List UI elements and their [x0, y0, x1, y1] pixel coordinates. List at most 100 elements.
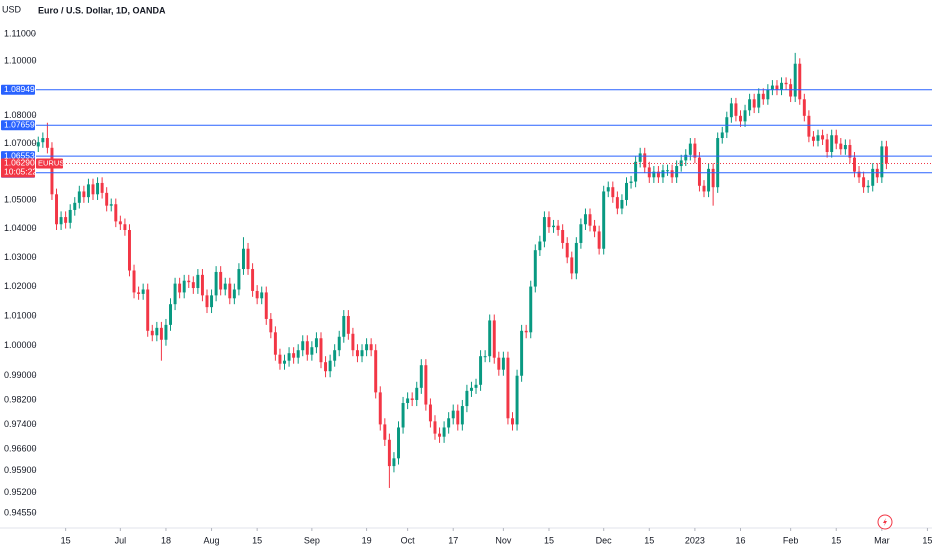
candle-body [688, 143, 692, 155]
plot [0, 52, 932, 529]
candle-body [748, 99, 752, 111]
candle-body [798, 63, 802, 100]
candle-body [588, 214, 592, 226]
x-tick-label: 15 [831, 535, 841, 545]
candle-body [283, 360, 286, 364]
candle-body [561, 229, 565, 243]
candle-body [848, 145, 852, 158]
candle-body [629, 181, 633, 183]
currency-label: USD [2, 4, 22, 14]
level-label: 1.07659 [4, 120, 35, 130]
candle-body [45, 138, 49, 148]
candle-body [200, 274, 204, 296]
y-tick-label: 1.00000 [4, 340, 37, 350]
candle-body [260, 292, 264, 299]
y-tick-label: 1.05000 [4, 194, 37, 204]
candle-body [301, 341, 305, 351]
candle-body [127, 229, 131, 271]
candle-body [807, 115, 811, 137]
candle-body [401, 403, 405, 428]
candle-body [707, 168, 711, 192]
candle-body [652, 171, 656, 178]
x-tick-label: Aug [204, 535, 220, 545]
candle-body [492, 320, 496, 358]
candle-body [784, 82, 788, 85]
alert-icon[interactable] [877, 514, 893, 530]
candle-body [866, 185, 870, 188]
y-tick-label: 1.01000 [4, 310, 37, 320]
candle-body [150, 330, 154, 336]
candle-body [802, 99, 806, 116]
candle-body [433, 421, 437, 434]
candle-body [529, 286, 533, 333]
candle-body [296, 350, 300, 358]
candle-body [173, 283, 177, 305]
candle-body [132, 270, 136, 293]
candle-body [438, 433, 442, 437]
candle-body [816, 135, 820, 141]
candle-body [191, 282, 195, 289]
candle-body [789, 84, 793, 97]
candle-body [205, 295, 209, 308]
candle-body [383, 424, 387, 440]
candle-body [424, 365, 428, 405]
candle-body [442, 427, 446, 437]
candle-body [100, 182, 104, 193]
x-tick-label: Nov [495, 535, 512, 545]
candle-body [351, 333, 355, 351]
candle-body [474, 384, 478, 388]
x-tick-label: Jul [115, 535, 127, 545]
x-tick-label: 15 [644, 535, 654, 545]
candle-body [333, 350, 337, 361]
candle-body [538, 241, 542, 251]
candle-body [73, 202, 77, 210]
candle-body [137, 292, 141, 294]
candle-body [169, 304, 172, 325]
candle-body [392, 458, 396, 467]
candle-body [178, 283, 182, 293]
candle-body [278, 354, 282, 364]
candle-body [68, 209, 72, 223]
candle-body [337, 336, 341, 351]
candle-body [565, 242, 569, 258]
candle-body [41, 138, 45, 143]
candle-body [770, 85, 774, 90]
candle-body [511, 418, 514, 425]
candle-body [196, 274, 200, 289]
x-tick-label: Mar [874, 535, 890, 545]
candle-body [146, 289, 150, 331]
candle-body [597, 231, 601, 249]
candle-body [360, 350, 364, 357]
candle-body [716, 138, 720, 188]
y-tick-label: 1.10000 [4, 55, 37, 65]
x-tick-label: 2023 [685, 535, 705, 545]
candle-body [123, 224, 127, 230]
candle-body [251, 269, 255, 291]
candle-body [465, 390, 469, 407]
candle-body [374, 350, 378, 393]
y-tick-label: 0.97400 [4, 419, 37, 429]
candle-body [520, 330, 524, 376]
alert-bolt [883, 518, 887, 526]
candle-body [246, 248, 250, 270]
x-tick-label: 16 [735, 535, 745, 545]
x-tick-label: Sep [304, 535, 320, 545]
level-label: 1.06553 [4, 150, 35, 160]
candle-body [210, 295, 214, 308]
candle-body [675, 166, 679, 178]
candle-body [634, 161, 638, 182]
candle-body [643, 153, 647, 168]
candle-body [55, 194, 59, 225]
candle-body [96, 182, 100, 195]
candle-body [378, 392, 382, 425]
candle-body [693, 143, 697, 158]
candle-body [310, 347, 314, 355]
candle-body [556, 225, 560, 230]
overlay: 1.089491.076591.065531.059631.0629010:05… [1, 84, 932, 178]
candle-body [365, 344, 369, 351]
candle-body [488, 320, 492, 357]
candle-body [187, 280, 191, 283]
candle-body [214, 271, 218, 296]
candle-body [666, 170, 670, 172]
